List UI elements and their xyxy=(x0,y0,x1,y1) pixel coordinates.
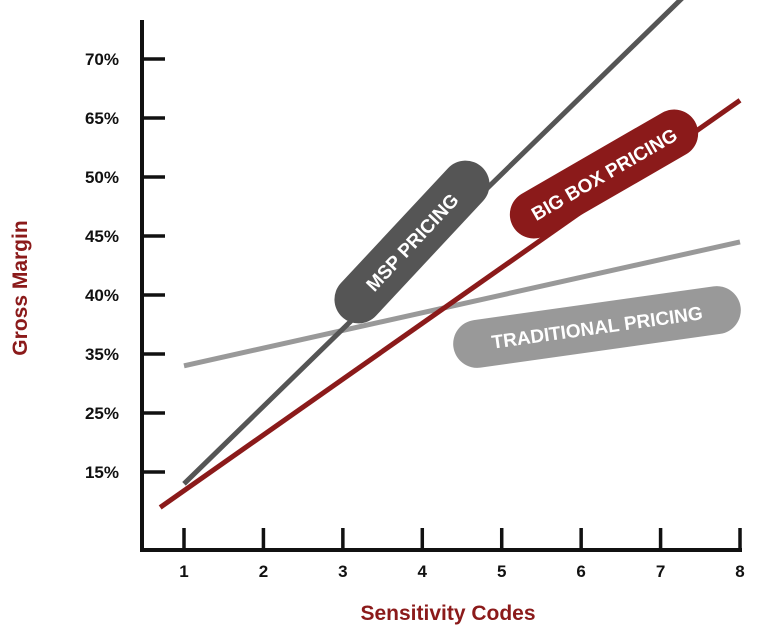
callout-pill xyxy=(453,286,741,368)
x-tick-label: 5 xyxy=(497,562,506,581)
y-tick-label: 40% xyxy=(85,286,119,305)
y-tick-label: 65% xyxy=(85,109,119,128)
y-tick-label: 25% xyxy=(85,404,119,423)
y-tick-label: 45% xyxy=(85,227,119,246)
y-tick-label: 50% xyxy=(85,168,119,187)
series-label: BIG BOX PRICING xyxy=(528,125,681,226)
x-tick-label: 7 xyxy=(656,562,665,581)
x-tick-label: 4 xyxy=(418,562,428,581)
x-tick-label: 2 xyxy=(259,562,268,581)
x-tick-label: 8 xyxy=(735,562,744,581)
y-tick-label: 70% xyxy=(85,50,119,69)
x-tick-label: 1 xyxy=(179,562,188,581)
series-lines xyxy=(158,0,742,510)
x-tick-label: 6 xyxy=(576,562,585,581)
callout-pill xyxy=(334,160,490,324)
series-line-traditional-pricing xyxy=(183,239,741,369)
callout-msp-pricing: MSP PRICING xyxy=(334,160,490,324)
callout-pill xyxy=(509,109,699,239)
axes: 15% 25% 35% 40% 45% 50% 65% 70% 1 2 3 4 5 6 7 8 xyxy=(85,20,745,581)
x-axis-title: Sensitivity Codes xyxy=(360,602,535,625)
y-tick-label: 15% xyxy=(85,463,119,482)
y-axis-title: Gross Margin xyxy=(9,220,32,355)
callout-big-box-pricing: BIG BOX PRICING xyxy=(509,109,699,239)
y-tick-label: 35% xyxy=(85,345,119,364)
x-tick-label: 3 xyxy=(338,562,347,581)
